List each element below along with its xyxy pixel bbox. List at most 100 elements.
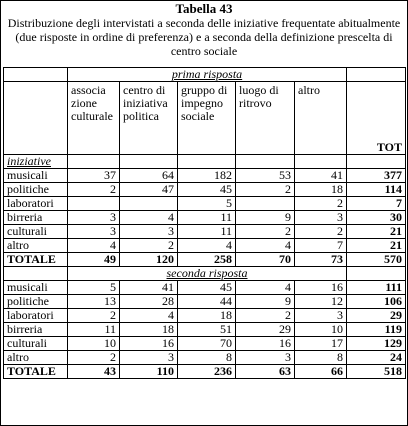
value-cell: 111 (346, 280, 407, 295)
value-cell: 11 (177, 224, 236, 239)
value-cell (119, 196, 178, 211)
group-label: iniziative (3, 154, 68, 169)
value-cell: 21 (346, 238, 407, 253)
data-row: culturali 3 3 11 2 2 21 (3, 224, 407, 239)
value-cell: 30 (346, 210, 407, 225)
value-cell: 13 (67, 294, 120, 309)
data-row: musicali 37 64 182 53 41 377 (3, 168, 407, 183)
total-label: TOTALE (3, 364, 68, 379)
total-cell: 70 (235, 252, 295, 267)
data-row: politiche 2 47 45 2 18 114 (3, 182, 407, 197)
value-cell: 16 (293, 280, 348, 295)
total-cell: 518 (346, 364, 407, 379)
total-cell: 258 (177, 252, 236, 267)
value-cell (235, 196, 295, 211)
section-heading: seconda risposta (66, 266, 348, 281)
row-label: culturali (3, 336, 68, 351)
row-label: birreria (3, 210, 68, 225)
value-cell: 41 (293, 168, 348, 183)
value-cell: 119 (346, 322, 407, 337)
data-row: altro 2 3 8 3 8 24 (3, 350, 407, 365)
value-cell: 2 (67, 308, 120, 323)
row-label: altro (3, 238, 68, 253)
value-cell: 3 (67, 224, 120, 239)
total-cell: 110 (119, 364, 178, 379)
value-cell: 7 (293, 238, 348, 253)
value-cell: 12 (293, 294, 348, 309)
table: prima risposta associa zione culturale cen… (3, 67, 407, 379)
total-cell: 49 (67, 252, 120, 267)
value-cell: 29 (235, 322, 295, 337)
value-cell: 10 (293, 322, 348, 337)
value-cell: 3 (235, 350, 295, 365)
header: Tabella 43 Distribuzione degli intervist… (1, 1, 407, 59)
value-cell: 114 (346, 182, 407, 197)
data-row: laboratori 2 4 18 2 3 29 (3, 308, 407, 323)
value-cell: 28 (119, 294, 178, 309)
total-cell: 43 (67, 364, 120, 379)
data-row: musicali 5 41 45 4 16 111 (3, 280, 407, 295)
value-cell: 3 (119, 350, 178, 365)
section-heading: prima risposta (66, 67, 348, 82)
column-header: centro di iniziativa politica (119, 81, 178, 155)
value-cell: 106 (346, 294, 407, 309)
value-cell: 5 (177, 196, 236, 211)
value-cell: 4 (119, 210, 178, 225)
value-cell: 2 (235, 182, 295, 197)
value-cell: 51 (177, 322, 236, 337)
value-cell: 7 (346, 196, 407, 211)
total-cell: 63 (235, 364, 295, 379)
value-cell: 16 (119, 336, 178, 351)
value-cell: 182 (177, 168, 236, 183)
row-label: birreria (3, 322, 68, 337)
total-cell: 236 (177, 364, 236, 379)
value-cell: 11 (67, 322, 120, 337)
value-cell: 377 (346, 168, 407, 183)
value-cell: 3 (293, 308, 348, 323)
blank-cell (119, 154, 178, 169)
title: Tabella 43 (175, 1, 233, 16)
value-cell: 21 (346, 224, 407, 239)
value-cell: 2 (119, 238, 178, 253)
value-cell: 64 (119, 168, 178, 183)
value-cell: 3 (67, 210, 120, 225)
value-cell: 2 (293, 196, 348, 211)
value-cell: 2 (67, 182, 120, 197)
blank-cell (3, 81, 68, 155)
value-cell: 129 (346, 336, 407, 351)
value-cell: 3 (119, 224, 178, 239)
blank-cell (235, 154, 295, 169)
blank-cell (67, 154, 120, 169)
value-cell: 4 (67, 238, 120, 253)
value-cell: 45 (177, 280, 236, 295)
total-cell: 570 (346, 252, 407, 267)
value-cell: 18 (177, 308, 236, 323)
column-header: gruppo di impegno sociale (177, 81, 236, 155)
value-cell: 4 (177, 238, 236, 253)
value-cell: 4 (235, 238, 295, 253)
value-cell: 9 (235, 210, 295, 225)
value-cell: 24 (346, 350, 407, 365)
value-cell: 47 (119, 182, 178, 197)
value-cell: 70 (177, 336, 236, 351)
value-cell: 4 (119, 308, 178, 323)
value-cell: 10 (67, 336, 120, 351)
blank-cell (346, 67, 407, 82)
value-cell: 4 (235, 280, 295, 295)
data-row: culturali 10 16 70 16 17 129 (3, 336, 407, 351)
value-cell: 37 (67, 168, 120, 183)
data-row: laboratori 5 2 7 (3, 196, 407, 211)
value-cell: 16 (235, 336, 295, 351)
blank-cell (3, 266, 68, 281)
value-cell: 8 (293, 350, 348, 365)
row-label: politiche (3, 182, 68, 197)
row-label: altro (3, 350, 68, 365)
row-label: musicali (3, 168, 68, 183)
data-row: birreria 11 18 51 29 10 119 (3, 322, 407, 337)
total-label: TOTALE (3, 252, 68, 267)
column-header: TOT (346, 81, 407, 155)
total-row: TOTALE 43 110 236 63 66 518 (3, 364, 407, 379)
blank-cell (293, 154, 348, 169)
row-label: musicali (3, 280, 68, 295)
row-label: laboratori (3, 196, 68, 211)
